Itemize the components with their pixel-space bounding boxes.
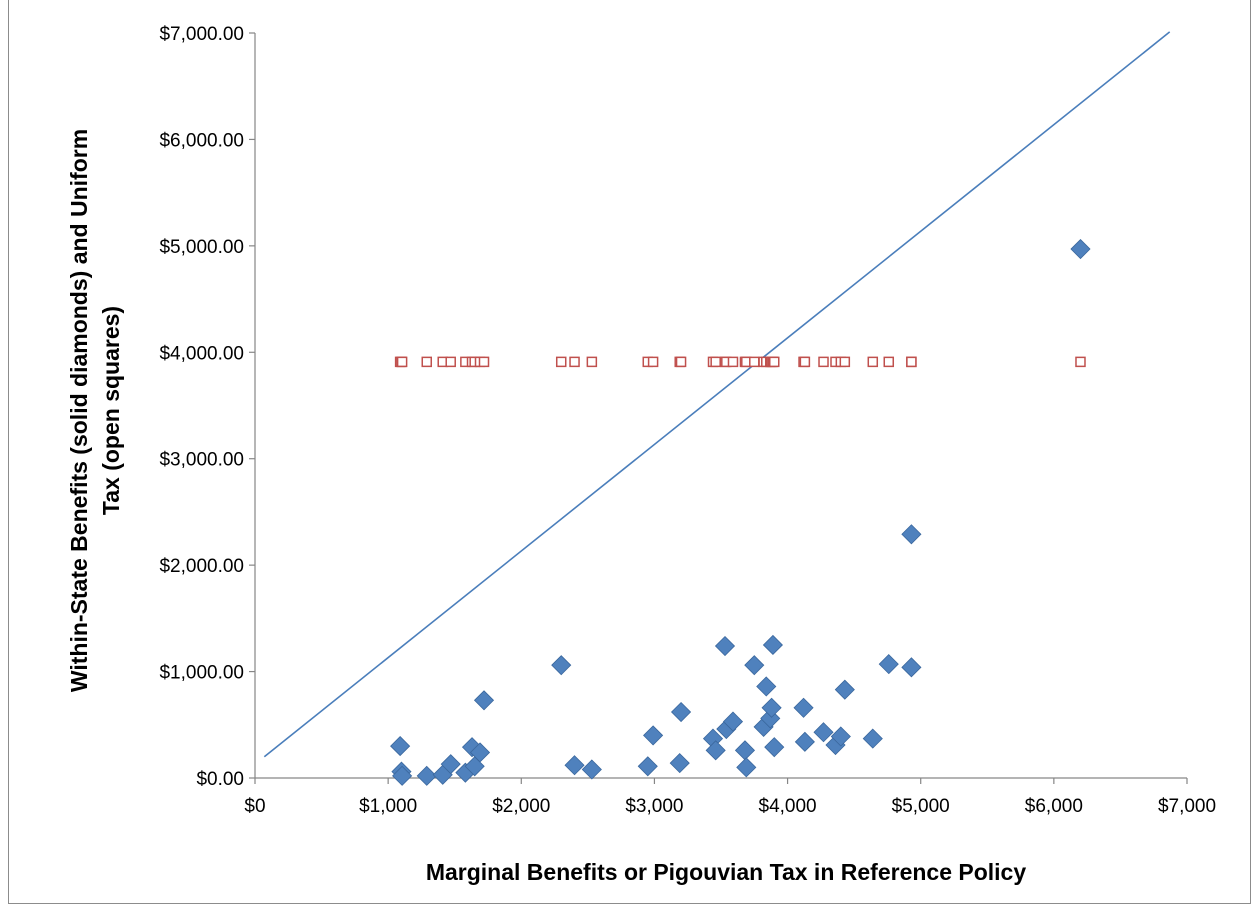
solid-diamond-point [416,765,437,786]
open-square-point [478,356,490,368]
solid-diamond-point [878,654,899,675]
y-tick-labels: $0.00 $1,000.00 $2,000.00 $3,000.00 $4,000.0… [159,24,244,790]
solid-diamond-point [643,725,664,746]
open-square-point [1075,356,1086,368]
solid-diamond-point [392,765,413,786]
open-square-point [883,356,895,368]
open-square-point [445,356,456,368]
open-square-point [727,356,739,368]
solid-diamond-point [670,701,692,723]
open-square-point [586,356,598,368]
y-tick-label: $2,000.00 [159,556,244,577]
y-tick-label: $5,000.00 [159,237,244,258]
solid-diamond-point [793,697,814,718]
solid-diamond-point [551,655,572,676]
open-square-point [839,356,851,368]
solid-diamond-point [440,754,461,775]
solid-diamond-point [762,634,783,656]
y-tick-label: $4,000.00 [159,343,244,364]
open-square-point [396,356,408,368]
solid-diamond-point [834,679,855,700]
open-square-point [749,356,760,368]
solid-diamond-point [390,736,411,757]
x-tick-label: $7,000 [1158,796,1216,817]
y-tick-label: $0.00 [196,769,244,790]
y-tick-label: $1,000.00 [159,663,244,684]
open-square-point [769,356,780,368]
x-tick-label: $5,000 [892,796,950,817]
x-axis-title: Marginal Benefits or Pigouvian Tax in Re… [426,859,1026,885]
solid-diamond-point [1070,238,1091,260]
open-square-point [569,356,580,368]
solid-diamond-point [756,676,777,697]
solid-diamond-point [714,635,736,657]
open-square-point [421,356,433,368]
y-tick-label: $6,000.00 [159,130,244,151]
open-square-point [906,356,917,368]
solid-diamond-point [637,756,658,777]
solid-diamond-point [744,655,765,676]
open-square-point [555,356,567,368]
chart-frame: $0 $1,000 $2,000 $3,000 $4,000 $5,000 $6,000 $7… [8,0,1251,904]
x-tick-label: $1,000 [359,796,417,817]
solid-diamond-point [862,728,883,749]
solid-diamond-point [469,742,491,763]
scatter-chart: $0 $1,000 $2,000 $3,000 $4,000 $5,000 $6,000 $7… [66,24,1216,885]
x-tick-labels: $0 $1,000 $2,000 $3,000 $4,000 $5,000 $6,000 $7… [244,796,1216,817]
open-square-point [818,356,829,368]
solid-diamond-point [830,726,851,747]
x-tick-label: $4,000 [759,796,817,817]
solid-diamond-point [901,524,922,545]
x-tick-label: $2,000 [492,796,550,817]
solid-diamond-point [722,711,744,732]
solid-diamond-point [761,697,782,718]
open-square-point [867,356,879,368]
solid-diamond-point [736,757,757,778]
solid-diamond-point [473,690,495,711]
solid-diamond-point [669,753,690,774]
axes [249,32,1188,784]
x-tick-label: $0 [244,796,265,817]
x-tick-label: $3,000 [625,796,683,817]
y-axis-title-line-2: Tax (open squares) [98,306,124,515]
solid-diamond-point [581,759,602,780]
x-tick-label: $6,000 [1025,796,1083,817]
diagonal-reference-line [263,31,1171,758]
solid-diamond-point [764,737,785,758]
open-square-point [647,356,659,368]
y-axis-title-line-1: Within-State Benefits (solid diamonds) a… [66,129,92,692]
open-square-point [675,356,687,368]
solid-diamond-point [734,740,756,761]
solid-diamond-point [813,722,834,743]
solid-diamond-point [705,740,726,761]
plot-area [263,31,1171,786]
y-tick-label: $3,000.00 [159,450,244,471]
open-square-point [710,356,721,368]
solid-diamond-point [564,755,585,776]
y-tick-label: $7,000.00 [159,24,244,45]
solid-diamond-point [901,657,922,678]
open-square-point [799,356,811,368]
solid-diamond-point [794,731,815,752]
